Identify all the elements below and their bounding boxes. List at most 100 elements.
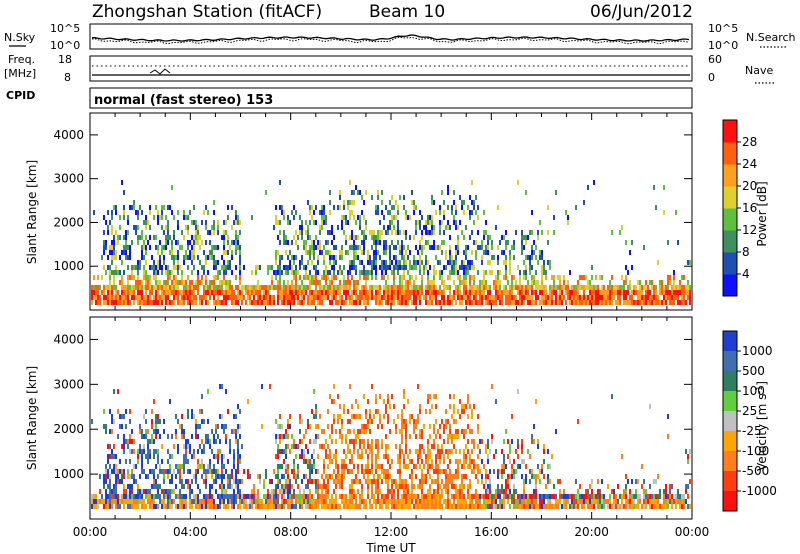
velocity-cell [131, 439, 133, 444]
power-cell [169, 270, 171, 275]
power-cell [557, 275, 559, 280]
power-cell [227, 240, 229, 245]
power-cell [419, 260, 421, 265]
power-cell [351, 260, 353, 265]
velocity-cell [149, 504, 151, 509]
power-cell [235, 230, 237, 235]
power-cell [469, 235, 471, 240]
velocity-cell [149, 494, 151, 499]
power-cell [235, 240, 237, 245]
power-cell [241, 285, 243, 290]
velocity-cell [451, 434, 453, 439]
velocity-cell [413, 429, 415, 434]
power-cell [341, 225, 343, 230]
velocity-cell [149, 454, 151, 459]
velocity-cell [643, 494, 645, 499]
power-cell [223, 235, 225, 240]
velocity-cell [499, 469, 501, 474]
power-cell [307, 200, 309, 205]
power-cell [299, 285, 301, 290]
velocity-cell [449, 459, 451, 464]
power-cell [593, 295, 595, 300]
power-cell [493, 285, 495, 290]
velocity-cell [213, 469, 215, 474]
velocity-cell [183, 434, 185, 439]
velocity-cell [677, 494, 679, 499]
power-cell [357, 255, 359, 260]
power-cell [507, 240, 509, 245]
power-cell [217, 225, 219, 230]
velocity-cell [353, 439, 355, 444]
power-cell [557, 295, 559, 300]
velocity-cell [369, 409, 371, 414]
power-cell [167, 295, 169, 300]
velocity-cell [141, 504, 143, 509]
power-cell [157, 245, 159, 250]
velocity-cell [119, 504, 121, 509]
power-cell [413, 280, 415, 285]
power-cell [319, 230, 321, 235]
power-cell [461, 300, 463, 305]
power-cell [577, 295, 579, 300]
velocity-cell [513, 469, 515, 474]
velocity-cell [151, 434, 153, 439]
velocity-cell [311, 494, 313, 499]
power-cell [523, 235, 525, 240]
velocity-cell [671, 504, 673, 509]
velocity-cell [655, 494, 657, 499]
velocity-cell [251, 494, 253, 499]
power-cell [361, 290, 363, 295]
power-cell [369, 285, 371, 290]
velocity-cell [425, 459, 427, 464]
velocity-cell [361, 424, 363, 429]
velocity-cell [555, 494, 557, 499]
velocity-cell [217, 469, 219, 474]
velocity-cell [125, 409, 127, 414]
velocity-cell [483, 499, 485, 504]
velocity-cell [485, 474, 487, 479]
power-cell [521, 295, 523, 300]
velocity-cell [329, 449, 331, 454]
velocity-cell [135, 464, 137, 469]
velocity-cell [147, 439, 149, 444]
power-cell [603, 285, 605, 290]
power-cell [277, 280, 279, 285]
velocity-cell [443, 424, 445, 429]
velocity-cell [103, 504, 105, 509]
power-cell [271, 280, 273, 285]
velocity-cell [119, 424, 121, 429]
velocity-cell [297, 499, 299, 504]
velocity-cell [185, 449, 187, 454]
power-cell [591, 290, 593, 295]
velocity-cell [563, 494, 565, 499]
velocity-cell [665, 499, 667, 504]
power-cell [551, 295, 553, 300]
power-cell [109, 250, 111, 255]
velocity-cell [473, 459, 475, 464]
velocity-cell [135, 494, 137, 499]
velocity-cell [91, 494, 93, 499]
velocity-cell [379, 504, 381, 509]
power-cell [583, 275, 585, 280]
power-cell [183, 295, 185, 300]
power-cell [633, 300, 635, 305]
power-cell [527, 285, 529, 290]
velocity-cell [365, 449, 367, 454]
power-cell [385, 285, 387, 290]
power-cell [131, 205, 133, 210]
power-cell [213, 290, 215, 295]
velocity-cell [643, 479, 645, 484]
velocity-cell [387, 504, 389, 509]
power-cell [213, 260, 215, 265]
power-cell [531, 295, 533, 300]
power-cell [499, 270, 501, 275]
power-cell [103, 230, 105, 235]
velocity-cell [281, 449, 283, 454]
power-cell [415, 245, 417, 250]
noise-panel-frame [89, 23, 693, 50]
velocity-cell [531, 469, 533, 474]
velocity-cell [467, 414, 469, 419]
power-cell [619, 285, 621, 290]
power-cell [673, 300, 675, 305]
power-cell [615, 290, 617, 295]
